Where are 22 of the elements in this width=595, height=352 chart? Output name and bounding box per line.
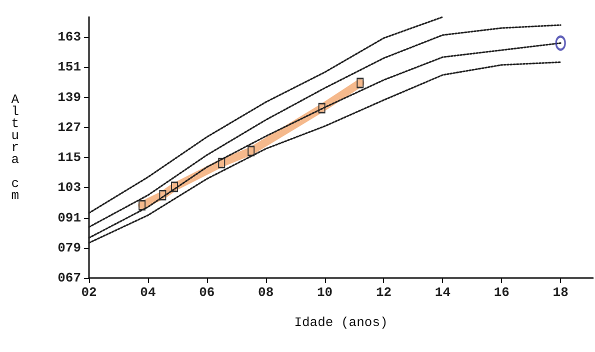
y-tick-label: 103 (58, 180, 82, 196)
y-axis-title: Altura cm (11, 92, 20, 203)
x-tick-label: 10 (316, 285, 333, 300)
y-tick-label: 163 (58, 30, 82, 45)
x-tick-label: 14 (434, 285, 451, 300)
x-tick-label: 06 (199, 285, 215, 300)
x-axis-title: Idade (anos) (294, 315, 388, 330)
line-series (88, 16, 444, 214)
y-tick-label: 139 (58, 90, 82, 105)
y-tick-label: 115 (58, 150, 82, 166)
x-tick-label: 08 (258, 285, 274, 300)
y-tick-label: 079 (58, 240, 82, 256)
x-tick-label: 02 (81, 285, 97, 300)
y-tick-label: 067 (58, 270, 81, 286)
x-tick-label: 12 (376, 285, 392, 300)
y-tick-label: 091 (58, 210, 82, 226)
y-tick-label: 127 (58, 120, 81, 135)
x-tick-label: 16 (494, 285, 510, 300)
x-tick-label: 18 (552, 285, 569, 300)
x-tick-label: 04 (140, 285, 156, 300)
y-tick-label: 151 (58, 60, 82, 75)
point (555, 36, 566, 51)
